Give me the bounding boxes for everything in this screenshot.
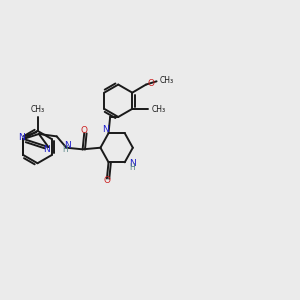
Text: N: N	[129, 159, 136, 168]
Text: O: O	[148, 79, 154, 88]
Text: O: O	[103, 176, 110, 185]
Text: N: N	[43, 145, 50, 154]
Text: N: N	[102, 125, 109, 134]
Text: CH₃: CH₃	[152, 105, 166, 114]
Text: CH₃: CH₃	[160, 76, 174, 85]
Text: CH₃: CH₃	[31, 105, 45, 114]
Text: H: H	[129, 163, 135, 172]
Text: N: N	[64, 142, 71, 151]
Text: O: O	[81, 126, 88, 135]
Text: H: H	[62, 145, 68, 154]
Text: N: N	[18, 133, 25, 142]
